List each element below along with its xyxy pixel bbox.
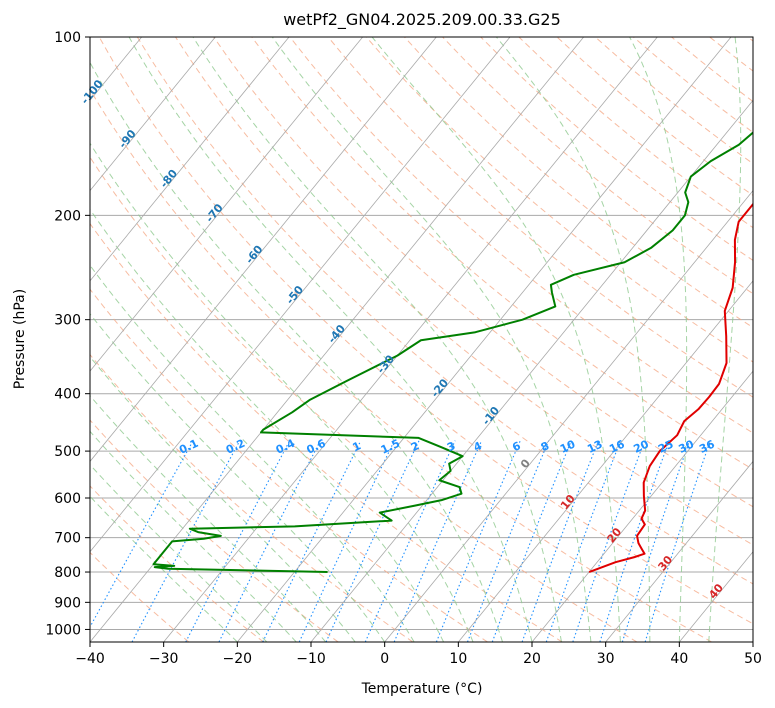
moist-adiabats [90,37,742,642]
isotherm-line [0,37,68,642]
isotherms [0,37,753,642]
dry-adiabat [90,551,190,642]
dry-adiabat [327,37,753,398]
x-tick-label: 0 [380,651,389,667]
x-tick-label: 40 [670,651,688,667]
temperature-profile [588,202,753,573]
mixing-ratio-line [545,440,622,642]
y-tick-label: 300 [54,313,81,329]
mixing-ratio-line [218,440,321,642]
x-axis-label: Temperature (°C) [361,681,483,697]
moist-adiabat [629,37,688,642]
dry-adiabat [213,37,753,508]
moist-adiabat [371,37,621,642]
x-tick-label: 30 [597,651,615,667]
mixing-ratio-line [364,440,456,642]
mixing-ratio-line [572,440,646,642]
y-tick-label: 600 [54,491,81,507]
isotherm-line [752,641,753,642]
y-tick-label: 500 [54,444,81,460]
dry-adiabat [98,37,753,625]
mixing-ratio-line [644,440,711,642]
isotherm-line [90,37,290,282]
x-tick-label: 10 [449,651,467,667]
mixing-ratio-label: 20 [632,437,652,455]
dry-adiabat [90,485,264,642]
dry-adiabat [90,419,339,642]
dry-adiabat [90,222,563,642]
isotherm-line [605,460,753,642]
dry-adiabat [136,37,753,585]
dry-adiabat [90,88,712,642]
dry-adiabat [90,288,488,642]
isotherm-line [531,370,753,642]
moist-adiabat [90,208,445,642]
dry-adiabat [251,37,753,471]
mixing-ratio-label: 13 [585,438,604,456]
x-tick-label: −10 [296,651,326,667]
y-tick-label: 100 [54,30,81,46]
isotherm-line [458,280,753,642]
moist-adiabat [271,37,592,642]
isotherm-line [90,37,363,372]
mixing-ratio-label: 30 [677,437,697,455]
x-tick-label: −30 [149,651,179,667]
isotherm-line [310,99,753,642]
mixing-ratio-lines [90,440,711,642]
moist-adiabat [90,356,356,642]
isotherm-line [384,189,753,642]
mixing-ratio-line [325,440,420,642]
y-tick-label: 800 [54,565,81,581]
sounding-profiles [152,131,753,574]
dry-adiabat [90,156,638,642]
moist-adiabat [90,495,238,642]
mixing-ratio-label: 10 [558,437,578,455]
pressure-gridlines [90,37,753,630]
moist-adiabat [708,37,742,642]
y-tick-label: 900 [54,595,81,611]
isotherm-line [90,37,511,553]
isotherm-line [90,37,216,192]
mixing-ratio-line [393,440,483,642]
moist-adiabat [192,37,562,642]
y-tick-label: 700 [54,531,81,547]
x-axis-ticks: −40 −30 −20 −10 0 10 20 30 40 50 [75,642,762,667]
isotherm-line [163,37,658,642]
moist-adiabat [90,142,474,642]
x-tick-label: −40 [75,651,105,667]
moist-adiabat [128,37,533,642]
mixing-ratio-line [521,440,600,642]
isotherm-line [90,37,437,463]
chart-title: wetPf2_GN04.2025.209.00.33.G25 [283,10,561,30]
mixing-ratio-label: 25 [656,438,675,456]
mixing-ratio-line [262,440,362,642]
dry-adiabat [442,37,753,295]
dry-adiabat [289,37,753,434]
moist-adiabat [90,313,386,642]
moist-adiabat [495,37,651,642]
moist-adiabat [90,264,415,642]
y-axis-ticks: 100 200 300 400 500 600 700 800 900 1000 [45,30,90,638]
mixing-ratio-label: 36 [697,437,717,455]
moist-adiabat [90,61,504,642]
plot-area [0,37,753,642]
y-tick-label: 400 [54,387,81,403]
dewpoint-profile [152,131,753,574]
plot-frame [89,36,754,643]
x-tick-label: 50 [744,651,762,667]
mixing-ratio-line [90,440,194,629]
mixing-ratio-line [131,440,241,642]
x-tick-label: −20 [223,651,253,667]
y-tick-label: 200 [54,208,81,224]
y-tick-label: 1000 [45,622,81,638]
y-axis-label: Pressure (hPa) [12,289,28,389]
isotherm-line [237,37,732,642]
x-tick-label: 20 [523,651,541,667]
mixing-ratio-label: 16 [607,437,627,455]
